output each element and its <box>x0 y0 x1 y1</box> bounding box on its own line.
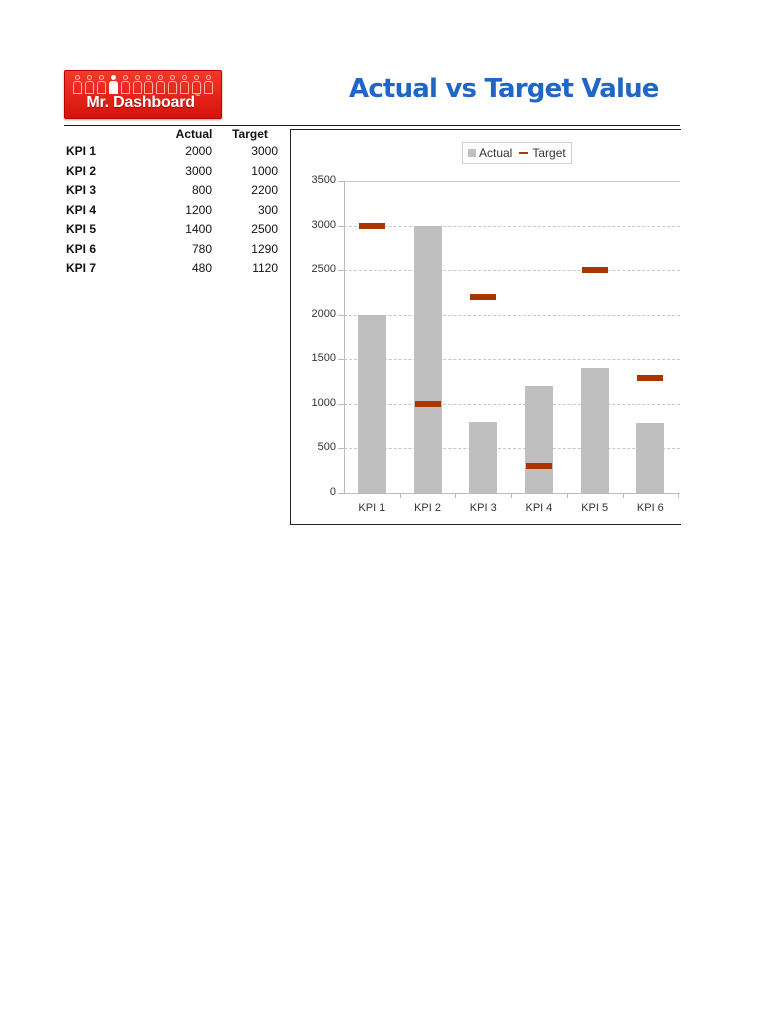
y-tick <box>338 270 344 272</box>
x-tick <box>455 493 457 498</box>
x-axis-label: KPI 6 <box>636 502 664 514</box>
actual-bar <box>469 421 498 493</box>
page-title: Actual vs Target Value <box>349 74 659 104</box>
y-axis-label: 2500 <box>311 263 336 276</box>
x-tick <box>622 493 624 498</box>
person-icon <box>84 75 94 95</box>
chart-legend: Actual Target <box>462 142 572 164</box>
person-icon <box>108 75 118 95</box>
person-icon <box>132 75 142 95</box>
kpi-label: KPI 6 <box>66 241 97 256</box>
y-tick <box>338 314 344 316</box>
y-axis-label: 3000 <box>311 218 336 231</box>
person-icon <box>192 75 202 95</box>
y-axis-label: 500 <box>317 441 336 454</box>
target-value: 2200 <box>251 183 278 197</box>
people-icons <box>73 75 213 95</box>
y-axis <box>344 181 345 493</box>
actual-value: 3000 <box>185 163 212 178</box>
header-cell-target: Target <box>232 127 268 141</box>
actual-value: 1400 <box>185 222 212 236</box>
gridline <box>344 448 680 450</box>
x-axis-label: KPI 5 <box>581 502 609 514</box>
y-tick <box>338 403 344 405</box>
y-tick <box>338 181 344 182</box>
actual-value: 2000 <box>185 144 212 158</box>
gridline <box>344 403 680 405</box>
gridline <box>344 225 680 227</box>
y-axis-label: 1000 <box>311 396 336 409</box>
actual-bar <box>357 314 386 493</box>
target-value: 300 <box>257 202 278 217</box>
person-icon <box>203 75 213 95</box>
person-icon <box>156 75 166 95</box>
target-value: 1290 <box>251 241 278 256</box>
actual-bar <box>636 423 665 493</box>
x-axis-label: KPI 2 <box>414 502 441 514</box>
legend-target-label: Target <box>532 146 566 160</box>
kpi-label: KPI 2 <box>66 163 97 178</box>
x-tick <box>511 493 513 498</box>
kpi-label: KPI 4 <box>66 202 97 217</box>
y-tick <box>338 359 344 361</box>
actual-value: 780 <box>191 241 212 256</box>
target-value: 3000 <box>251 144 278 158</box>
actual-bar <box>580 368 609 493</box>
person-icon <box>96 75 106 95</box>
actual-bar <box>524 386 553 493</box>
gridline <box>344 359 680 361</box>
kpi-label: KPI 3 <box>66 183 97 197</box>
target-value: 1120 <box>252 261 278 275</box>
x-axis-label: KPI 4 <box>525 502 553 514</box>
x-tick <box>399 493 401 498</box>
actual-value: 480 <box>191 261 212 275</box>
target-marker <box>581 267 608 274</box>
person-icon <box>120 75 130 95</box>
gridline <box>344 270 680 272</box>
y-axis-label: 0 <box>329 486 336 498</box>
person-icon <box>180 75 190 95</box>
legend-actual-label: Actual <box>479 146 513 160</box>
kpi-label: KPI 7 <box>66 261 97 275</box>
kpi-label: KPI 1 <box>66 144 97 158</box>
actual-value: 800 <box>191 183 212 197</box>
x-tick <box>678 493 680 498</box>
target-marker <box>525 463 552 470</box>
y-axis-label: 1500 <box>311 352 336 365</box>
gridline <box>344 314 680 316</box>
x-axis-label: KPI 3 <box>469 502 497 514</box>
logo-text: Mr. Dashboard <box>86 94 195 111</box>
y-axis-label: 3500 <box>311 174 336 186</box>
target-value: 1000 <box>251 163 278 178</box>
x-axis <box>338 493 680 494</box>
actual-legend-swatch <box>468 149 476 157</box>
actual-value: 1200 <box>185 202 212 217</box>
person-icon <box>144 75 154 95</box>
target-marker <box>358 222 385 229</box>
y-tick <box>338 448 344 450</box>
actual-bar <box>413 225 442 493</box>
trademark: ™ <box>194 94 200 100</box>
kpi-label: KPI 5 <box>66 222 97 236</box>
person-icon <box>168 75 178 95</box>
target-value: 2500 <box>251 222 278 236</box>
x-axis-label: KPI 1 <box>358 502 386 514</box>
header-divider <box>64 125 680 126</box>
gridline <box>344 181 680 182</box>
target-marker <box>414 400 441 407</box>
target-marker <box>637 375 664 381</box>
x-tick <box>566 493 568 498</box>
person-icon <box>73 75 82 95</box>
header-cell-actual: Actual <box>175 127 213 141</box>
target-marker <box>470 293 497 300</box>
y-tick <box>338 225 344 227</box>
target-legend-swatch <box>519 152 529 154</box>
mr-dashboard-logo: Mr. Dashboard™ <box>64 70 222 119</box>
y-axis-label: 2000 <box>311 307 336 320</box>
